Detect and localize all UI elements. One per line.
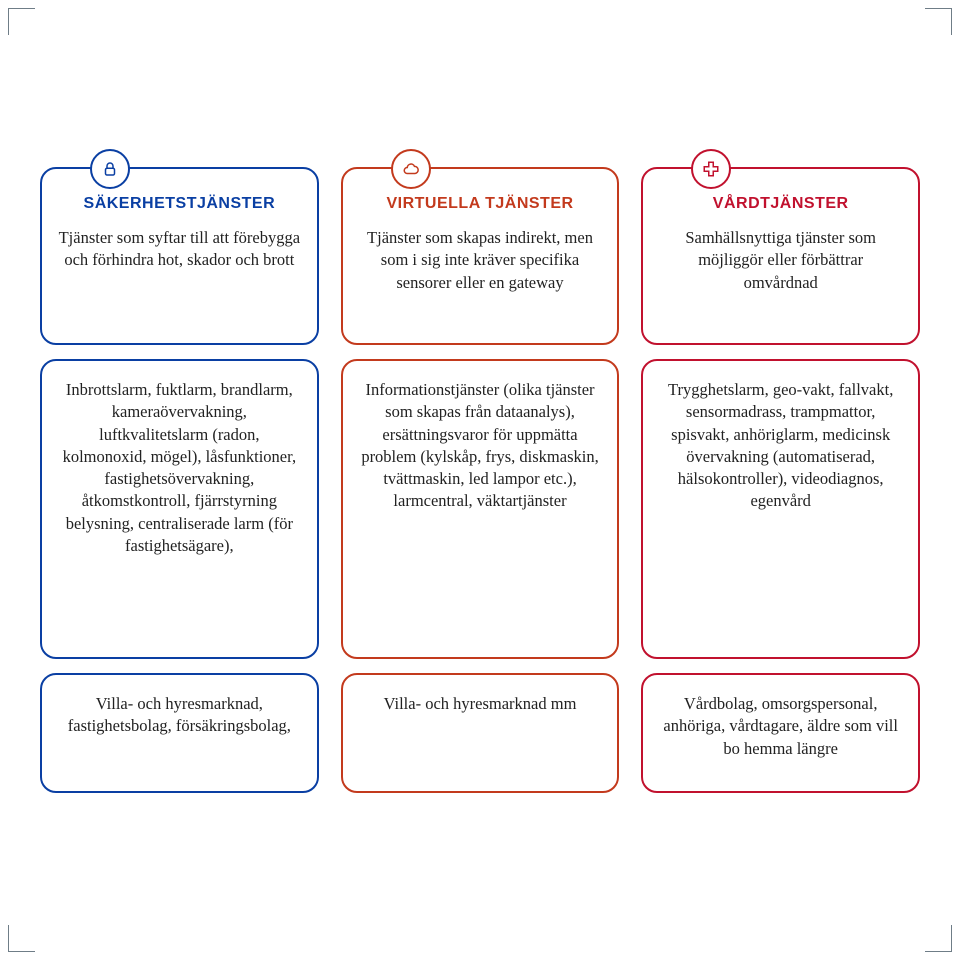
- body-card: Informationstjänster (olika tjänster som…: [341, 359, 620, 659]
- footer-card: Villa- och hyresmarknad, fastighetsbolag…: [40, 673, 319, 793]
- column-virtual: VIRTUELLA TJÄNSTER Tjänster som skapas i…: [341, 167, 620, 793]
- intro-card: VÅRDTJÄNSTER Samhällsnyttiga tjänster so…: [641, 167, 920, 345]
- body-card: Inbrottslarm, fuktlarm, brandlarm, kamer…: [40, 359, 319, 659]
- footer-text: Vårdbolag, omsorgspersonal, anhöriga, vå…: [659, 693, 902, 760]
- crop-mark: [8, 925, 35, 952]
- intro-text: Tjänster som skapas indirekt, men som i …: [359, 227, 602, 294]
- column-title: VIRTUELLA TJÄNSTER: [359, 195, 602, 213]
- columns-container: SÄKERHETSTJÄNSTER Tjänster som syftar ti…: [0, 167, 960, 793]
- lock-icon: [90, 149, 130, 189]
- intro-text: Samhällsnyttiga tjänster som möjliggör e…: [659, 227, 902, 294]
- crop-mark: [925, 925, 952, 952]
- body-text: Trygghetslarm, geo-vakt, fallvakt, senso…: [659, 379, 902, 513]
- intro-card: SÄKERHETSTJÄNSTER Tjänster som syftar ti…: [40, 167, 319, 345]
- footer-card: Villa- och hyresmarknad mm: [341, 673, 620, 793]
- body-text: Inbrottslarm, fuktlarm, brandlarm, kamer…: [58, 379, 301, 557]
- column-care: VÅRDTJÄNSTER Samhällsnyttiga tjänster so…: [641, 167, 920, 793]
- body-card: Trygghetslarm, geo-vakt, fallvakt, senso…: [641, 359, 920, 659]
- crop-mark: [925, 8, 952, 35]
- column-title: VÅRDTJÄNSTER: [659, 195, 902, 213]
- column-security: SÄKERHETSTJÄNSTER Tjänster som syftar ti…: [40, 167, 319, 793]
- crop-mark: [8, 8, 35, 35]
- footer-text: Villa- och hyresmarknad, fastighetsbolag…: [58, 693, 301, 738]
- cloud-icon: [391, 149, 431, 189]
- body-text: Informationstjänster (olika tjänster som…: [359, 379, 602, 513]
- footer-text: Villa- och hyresmarknad mm: [359, 693, 602, 715]
- intro-card: VIRTUELLA TJÄNSTER Tjänster som skapas i…: [341, 167, 620, 345]
- footer-card: Vårdbolag, omsorgspersonal, anhöriga, vå…: [641, 673, 920, 793]
- intro-text: Tjänster som syftar till att förebygga o…: [58, 227, 301, 272]
- column-title: SÄKERHETSTJÄNSTER: [58, 195, 301, 213]
